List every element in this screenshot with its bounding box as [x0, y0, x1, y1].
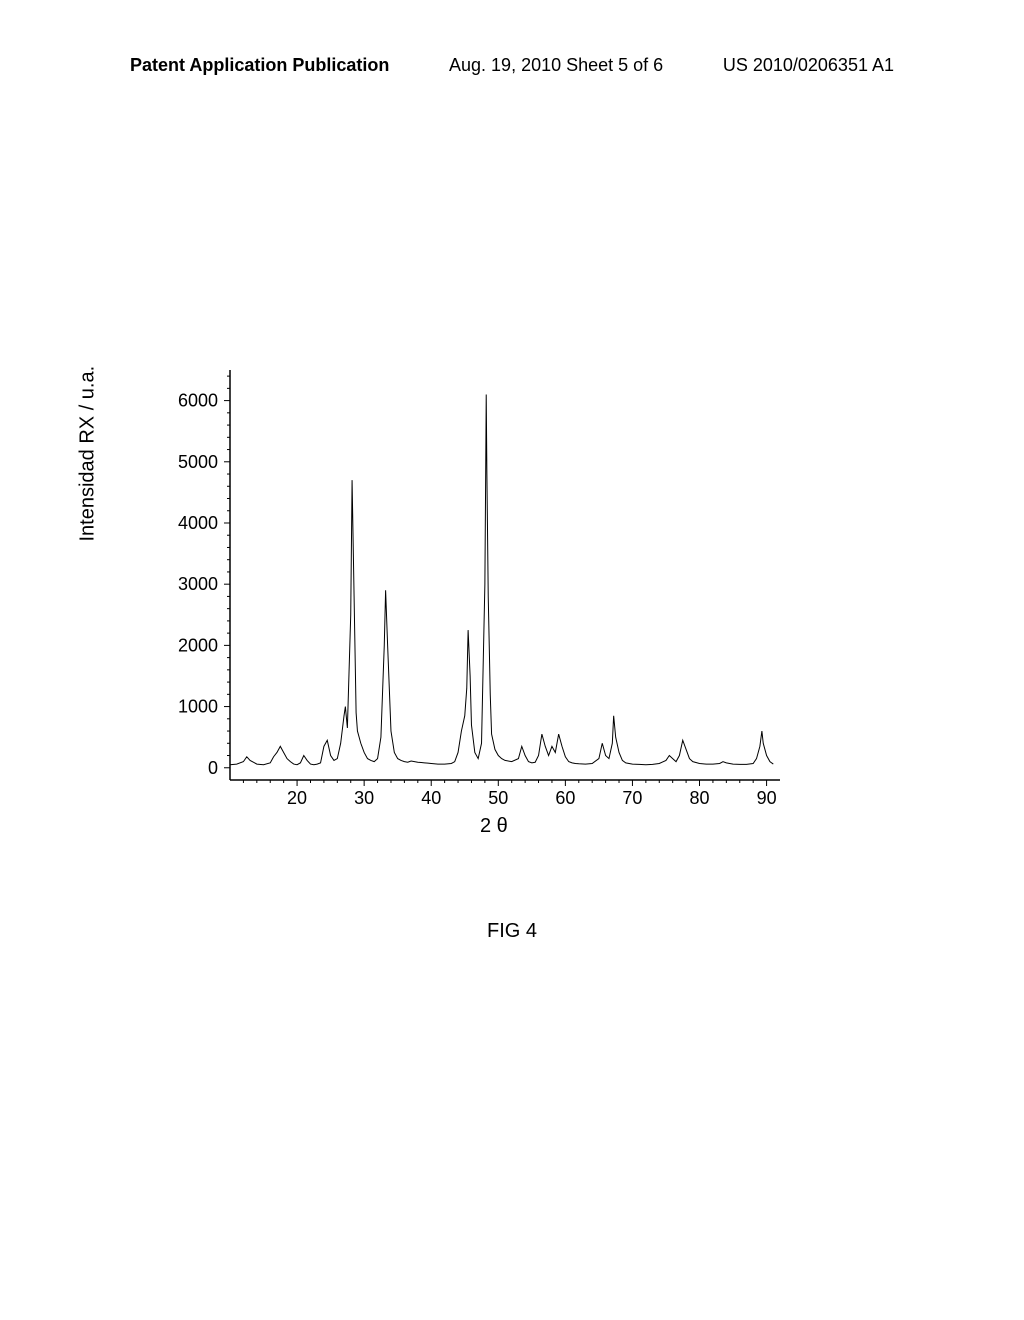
header-publication: Patent Application Publication: [130, 55, 389, 76]
chart-ylabel: Intensidad RX / u.a.: [77, 366, 100, 542]
svg-text:30: 30: [354, 788, 374, 808]
svg-text:60: 60: [555, 788, 575, 808]
svg-text:2000: 2000: [178, 635, 218, 655]
svg-text:6000: 6000: [178, 391, 218, 411]
svg-text:0: 0: [208, 758, 218, 778]
svg-text:50: 50: [488, 788, 508, 808]
xrd-chart: 0 1000 2000 3000 4000 5000 6000 20 30 40 50 60 70 80 9…: [130, 350, 790, 830]
chart-svg: 0 1000 2000 3000 4000 5000 6000 20 30 40 50 60 70 80 9…: [130, 350, 790, 830]
chart-xlabel: 2 θ: [480, 815, 508, 838]
page-header: Patent Application Publication Aug. 19, …: [0, 55, 1024, 76]
svg-text:1000: 1000: [178, 697, 218, 717]
figure-label: FIG 4: [0, 920, 1024, 943]
header-date-sheet: Aug. 19, 2010 Sheet 5 of 6: [449, 55, 663, 76]
svg-text:40: 40: [421, 788, 441, 808]
svg-text:80: 80: [689, 788, 709, 808]
svg-text:70: 70: [622, 788, 642, 808]
svg-text:5000: 5000: [178, 452, 218, 472]
svg-text:90: 90: [757, 788, 777, 808]
header-patent-number: US 2010/0206351 A1: [723, 55, 894, 76]
svg-text:4000: 4000: [178, 513, 218, 533]
svg-text:3000: 3000: [178, 574, 218, 594]
svg-text:20: 20: [287, 788, 307, 808]
